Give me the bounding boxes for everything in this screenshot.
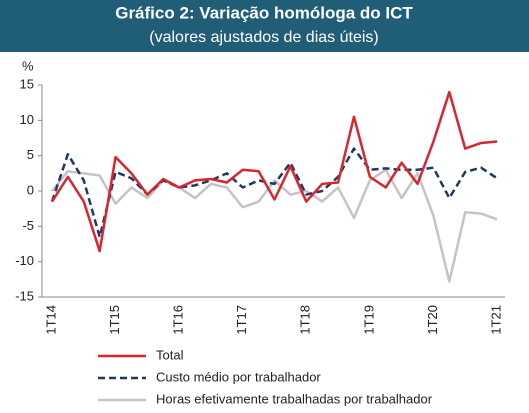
x-tick-label: 1T17 xyxy=(234,305,249,335)
y-axis-label: % xyxy=(22,58,34,73)
legend-label: Horas efetivamente trabalhadas por traba… xyxy=(156,391,433,406)
title-bar xyxy=(0,0,529,52)
legend-label: Custo médio por trabalhador xyxy=(156,369,321,384)
y-tick-label: 15 xyxy=(20,76,34,91)
chart-subtitle: (valores ajustados de dias úteis) xyxy=(149,29,378,46)
y-tick-label: -10 xyxy=(15,253,34,268)
x-tick-label: 1T18 xyxy=(298,305,313,335)
legend-label: Total xyxy=(156,347,184,362)
x-tick-label: 1T16 xyxy=(171,305,186,335)
series-line xyxy=(50,147,498,239)
x-tick-label: 1T14 xyxy=(43,305,58,335)
x-tick-label: 1T21 xyxy=(488,305,503,335)
x-tick-label: 1T20 xyxy=(425,305,440,335)
series-line xyxy=(51,168,498,283)
x-tick-label: 1T19 xyxy=(361,305,376,335)
series-line xyxy=(50,90,498,253)
y-tick-label: -15 xyxy=(15,288,34,303)
y-tick-label: 5 xyxy=(27,147,34,162)
y-tick-label: 10 xyxy=(20,112,34,127)
y-tick-label: -5 xyxy=(22,218,34,233)
chart-title: Gráfico 2: Variação homóloga do ICT xyxy=(115,3,413,22)
y-tick-label: 0 xyxy=(27,182,34,197)
x-tick-label: 1T15 xyxy=(107,305,122,335)
